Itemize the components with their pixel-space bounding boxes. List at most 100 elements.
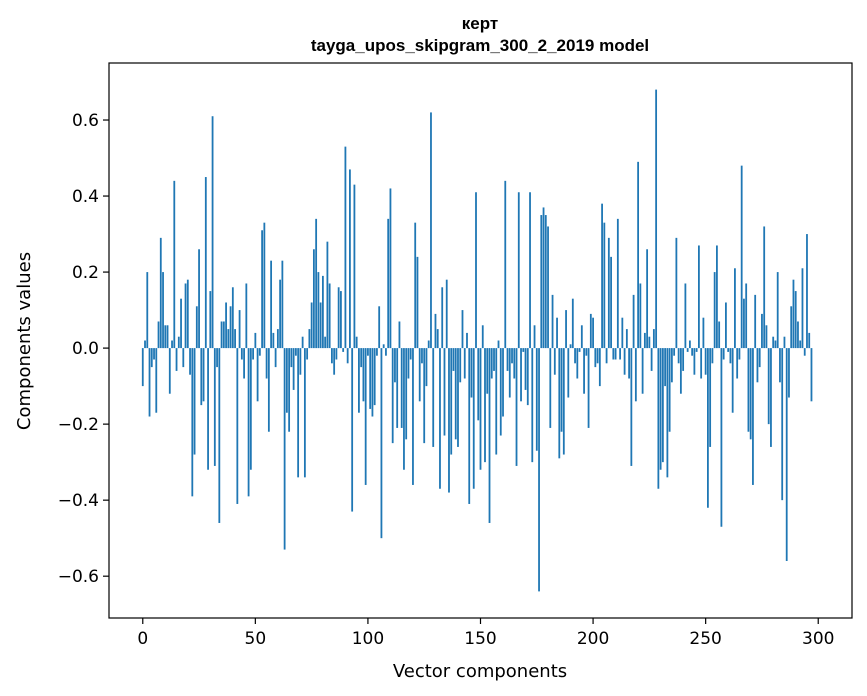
bar-268 <box>745 283 748 349</box>
bar-140 <box>457 348 459 447</box>
bar-217 <box>630 348 633 466</box>
bar-296 <box>808 332 811 349</box>
bar-49 <box>252 348 254 360</box>
bar-203 <box>598 348 601 387</box>
x-tick-label: 0 <box>137 629 148 649</box>
bar-63 <box>283 348 286 550</box>
bar-229 <box>657 348 660 489</box>
bar-138 <box>452 348 455 371</box>
bar-206 <box>605 348 608 364</box>
bar-108 <box>385 348 387 356</box>
bar-172 <box>529 192 531 349</box>
bar-42 <box>236 348 239 504</box>
bar-195 <box>580 325 583 349</box>
bar-249 <box>702 317 705 349</box>
bar-289 <box>792 279 795 349</box>
bar-129 <box>432 348 435 447</box>
bar-191 <box>571 298 574 349</box>
bar-292 <box>799 340 802 349</box>
y-tick-label: 0.2 <box>72 263 99 283</box>
bar-61 <box>279 279 282 349</box>
bar-241 <box>684 283 687 349</box>
bar-91 <box>346 348 349 364</box>
bar-234 <box>668 348 671 432</box>
bar-232 <box>664 348 667 387</box>
bar-66 <box>290 348 293 368</box>
bar-86 <box>335 348 338 360</box>
bar-236 <box>673 348 676 356</box>
bar-266 <box>740 165 743 349</box>
bar-252 <box>709 348 712 447</box>
bar-272 <box>754 294 757 349</box>
bar-1 <box>144 340 146 349</box>
bar-24 <box>195 306 198 349</box>
bar-174 <box>533 325 536 349</box>
bar-19 <box>184 283 187 349</box>
bar-144 <box>466 332 468 349</box>
bar-82 <box>326 241 329 349</box>
bar-139 <box>454 348 457 440</box>
bar-76 <box>312 249 315 349</box>
bar-48 <box>249 348 252 470</box>
bar-60 <box>276 329 279 349</box>
bar-171 <box>526 348 529 406</box>
bar-253 <box>711 348 714 364</box>
bar-55 <box>265 348 268 379</box>
bar-22 <box>191 348 194 497</box>
bar-202 <box>596 348 599 364</box>
bar-193 <box>576 348 579 379</box>
bar-136 <box>448 348 450 493</box>
bar-233 <box>666 348 669 478</box>
bar-87 <box>337 287 340 349</box>
bar-156 <box>493 348 495 371</box>
bar-257 <box>720 348 723 527</box>
bar-141 <box>459 348 462 383</box>
x-tick-label: 300 <box>802 629 834 649</box>
bar-98 <box>362 348 365 402</box>
bar-123 <box>418 348 421 402</box>
bar-256 <box>718 321 721 349</box>
bar-160 <box>502 348 504 417</box>
chart-subtitle: tayga_upos_skipgram_300_2_2019 model <box>311 36 649 55</box>
bar-124 <box>421 348 423 364</box>
bar-89 <box>342 348 345 352</box>
bar-36 <box>222 321 225 349</box>
bar-70 <box>299 348 302 375</box>
y-tick-label: −0.4 <box>58 491 99 511</box>
bar-35 <box>220 321 223 349</box>
y-tick-label: 0.4 <box>72 187 99 207</box>
y-axis: −0.6 −0.4 −0.2 0.0 0.2 0.4 0.6 <box>58 111 109 587</box>
bar-127 <box>427 340 430 349</box>
bar-247 <box>698 245 700 349</box>
bar-184 <box>556 317 558 349</box>
bar-50 <box>254 332 257 349</box>
bar-150 <box>479 348 482 470</box>
bar-155 <box>490 348 493 379</box>
bar-130 <box>434 313 437 349</box>
bar-259 <box>725 302 727 349</box>
bar-243 <box>688 340 691 349</box>
bar-109 <box>387 218 390 349</box>
bar-118 <box>407 348 410 379</box>
bar-269 <box>747 348 750 432</box>
bar-104 <box>376 348 378 356</box>
bar-282 <box>776 272 779 349</box>
bar-295 <box>806 234 808 349</box>
bar-180 <box>547 226 549 349</box>
bar-79 <box>319 302 322 349</box>
bar-73 <box>306 348 309 360</box>
bar-84 <box>331 348 333 364</box>
bar-126 <box>425 348 428 387</box>
bar-242 <box>686 348 689 352</box>
y-axis-label: Components values <box>14 252 35 430</box>
bar-52 <box>258 348 261 356</box>
bar-176 <box>538 348 540 592</box>
bar-220 <box>637 161 640 349</box>
bar-142 <box>461 310 464 349</box>
bar-58 <box>272 332 275 349</box>
bar-245 <box>693 348 696 375</box>
bar-12 <box>168 348 171 394</box>
bar-201 <box>594 348 597 368</box>
bar-216 <box>628 348 630 379</box>
